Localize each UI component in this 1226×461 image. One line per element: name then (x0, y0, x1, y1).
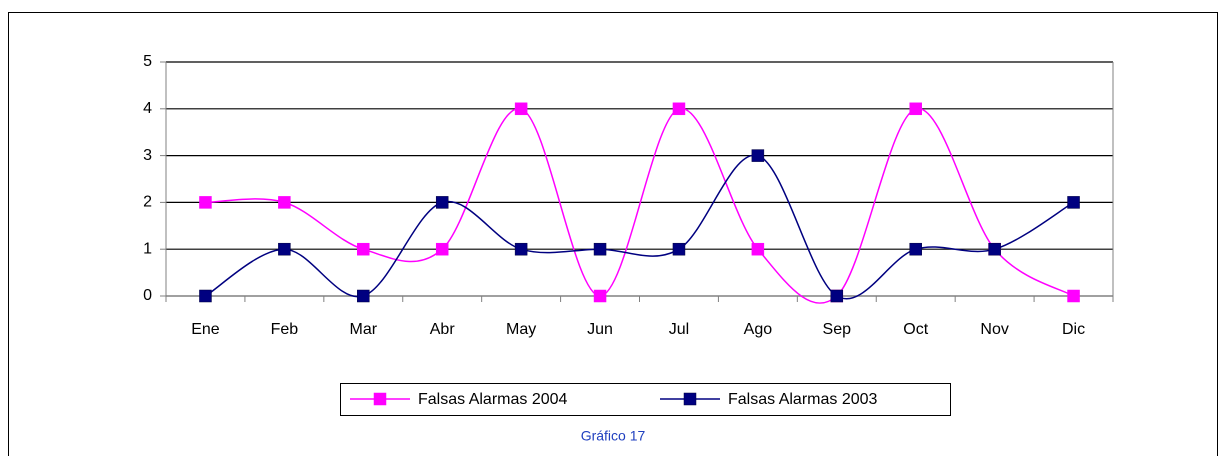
x-tick-label: Oct (903, 321, 928, 338)
point (435, 196, 449, 209)
point (751, 242, 765, 256)
point (357, 242, 370, 256)
x-tick-label: Jun (587, 321, 613, 338)
y-tick-label: 2 (143, 194, 152, 211)
x-tick-label: Jul (669, 321, 689, 338)
point (909, 102, 922, 116)
point (357, 289, 370, 303)
point (199, 196, 212, 209)
point (278, 196, 291, 209)
y-tick-label: 5 (143, 53, 152, 70)
legend-box (340, 383, 951, 416)
x-tick-label: Feb (271, 321, 299, 338)
point (1067, 196, 1080, 209)
y-tick-label: 0 (143, 287, 152, 304)
point (751, 149, 765, 162)
point (830, 289, 844, 303)
x-tick-label: Nov (980, 321, 1008, 338)
x-tick-label: May (506, 321, 536, 338)
point (672, 102, 686, 116)
point (514, 242, 528, 256)
point (988, 242, 1001, 256)
point (278, 242, 291, 256)
point (593, 242, 607, 256)
point (1067, 289, 1080, 303)
y-tick-label: 1 (143, 240, 152, 257)
x-tick-label: Dic (1062, 321, 1085, 338)
point (514, 102, 528, 116)
y-tick-label: 4 (143, 100, 152, 117)
x-tick-label: Abr (430, 321, 456, 338)
x-tick-label: Sep (823, 321, 852, 338)
point (593, 289, 607, 303)
y-tick-label: 3 (143, 147, 152, 164)
legend-marker (683, 392, 697, 406)
x-tick-label: Ago (744, 321, 773, 338)
legend-marker (373, 392, 387, 406)
legend-label: Falsas Alarmas 2003 (728, 391, 878, 408)
point (435, 242, 449, 256)
point (199, 289, 212, 303)
point (909, 242, 922, 256)
x-tick-label: Mar (350, 321, 378, 338)
legend-label: Falsas Alarmas 2004 (418, 391, 568, 408)
caption: Gráfico 17 (581, 428, 646, 444)
point (672, 242, 686, 256)
x-tick-label: Ene (191, 321, 220, 338)
